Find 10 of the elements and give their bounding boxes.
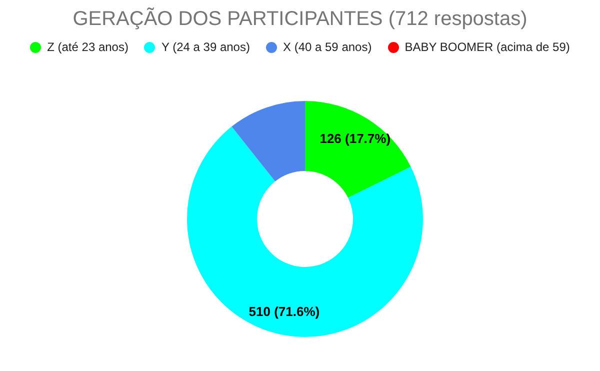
donut-slice (232, 101, 305, 182)
legend-label: Y (24 a 39 anos) (161, 40, 250, 54)
legend-label: BABY BOOMER (acima de 59) (404, 40, 570, 54)
donut-slice (305, 101, 411, 198)
donut-slice (187, 126, 423, 337)
data-label: 510 (71.6%) (248, 304, 320, 320)
data-label: 126 (17.7%) (320, 130, 391, 146)
legend-label: Z (até 23 anos) (47, 40, 128, 54)
legend-label: X (40 a 59 anos) (282, 40, 372, 54)
chart-title: GERAÇÃO DOS PARTICIPANTES (712 respostas) (72, 8, 528, 31)
